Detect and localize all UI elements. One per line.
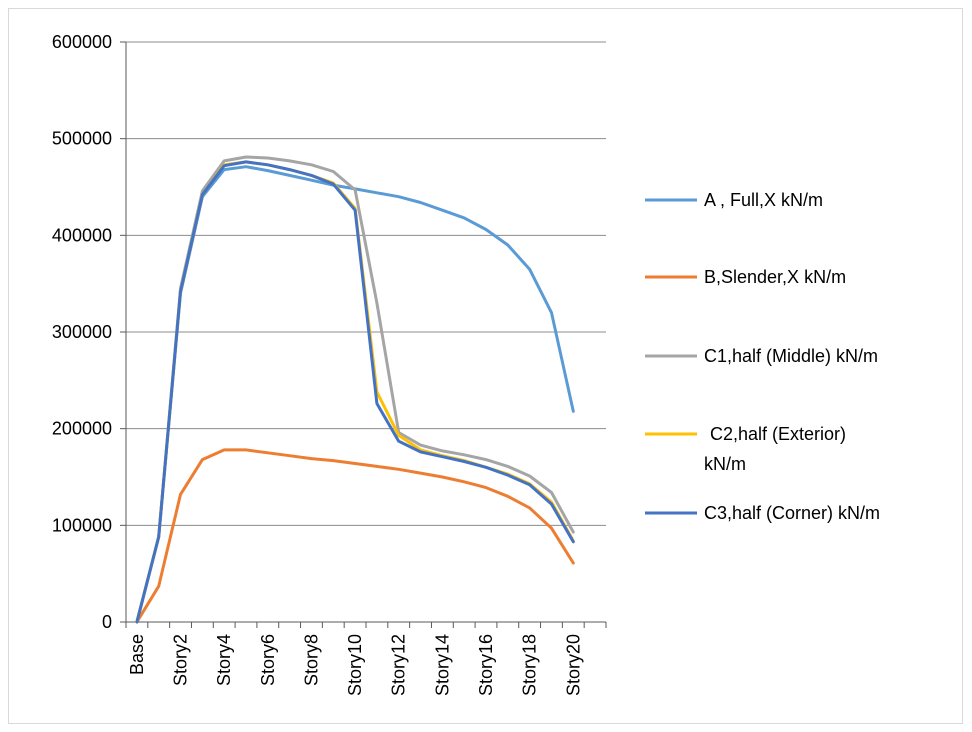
grid-lines: [126, 41, 606, 526]
y-axis-tick-labels: 0 100000 200000 300000 400000 500000 600000: [52, 32, 112, 632]
axes: [120, 41, 607, 628]
legend-label: C2,half (Exterior) kN/m: [704, 424, 846, 474]
legend-label: C1,half (Middle) kN/m: [704, 346, 878, 366]
series-line-4: [135, 160, 575, 624]
legend-label: B,Slender,X kN/m: [704, 267, 846, 287]
x-tick-label: Story2: [171, 634, 191, 686]
series-line-2: [135, 448, 575, 624]
series-line-3: [135, 155, 575, 624]
x-tick-label: Story18: [520, 634, 540, 696]
legend-label: C3,half (Corner) kN/m: [704, 503, 880, 523]
y-tick-label: 100000: [52, 515, 112, 535]
legend-label: A , Full,X kN/m: [704, 190, 823, 210]
y-tick-label: 500000: [52, 129, 112, 149]
legend: A , Full,X kN/m B,Slender,X kN/m C1,half (…: [645, 190, 880, 523]
series-lines: [135, 155, 575, 624]
y-tick-label: 0: [102, 612, 112, 632]
y-tick-label: 300000: [52, 322, 112, 342]
x-tick-label: Story10: [345, 634, 365, 696]
legend-label-line: kN/m: [704, 454, 746, 474]
x-tick-label: Base: [127, 634, 147, 675]
x-tick-label: Story12: [389, 634, 409, 696]
x-tick-label: Story8: [301, 634, 321, 686]
x-tick-label: Story14: [432, 634, 452, 696]
chart-frame: [8, 8, 963, 724]
series-line-5: [135, 160, 575, 624]
y-tick-label: 400000: [52, 225, 112, 245]
legend-label-line: C2,half (Exterior): [710, 424, 846, 444]
x-tick-label: Story20: [563, 634, 583, 696]
y-tick-label: 600000: [52, 32, 112, 52]
y-tick-label: 200000: [52, 419, 112, 439]
x-tick-label: Story16: [476, 634, 496, 696]
x-tick-label: Story4: [214, 634, 234, 686]
x-axis-tick-labels: Base Story2 Story4 Story6 Story8 Story10 Story…: [127, 634, 583, 696]
x-tick-label: Story6: [258, 634, 278, 686]
